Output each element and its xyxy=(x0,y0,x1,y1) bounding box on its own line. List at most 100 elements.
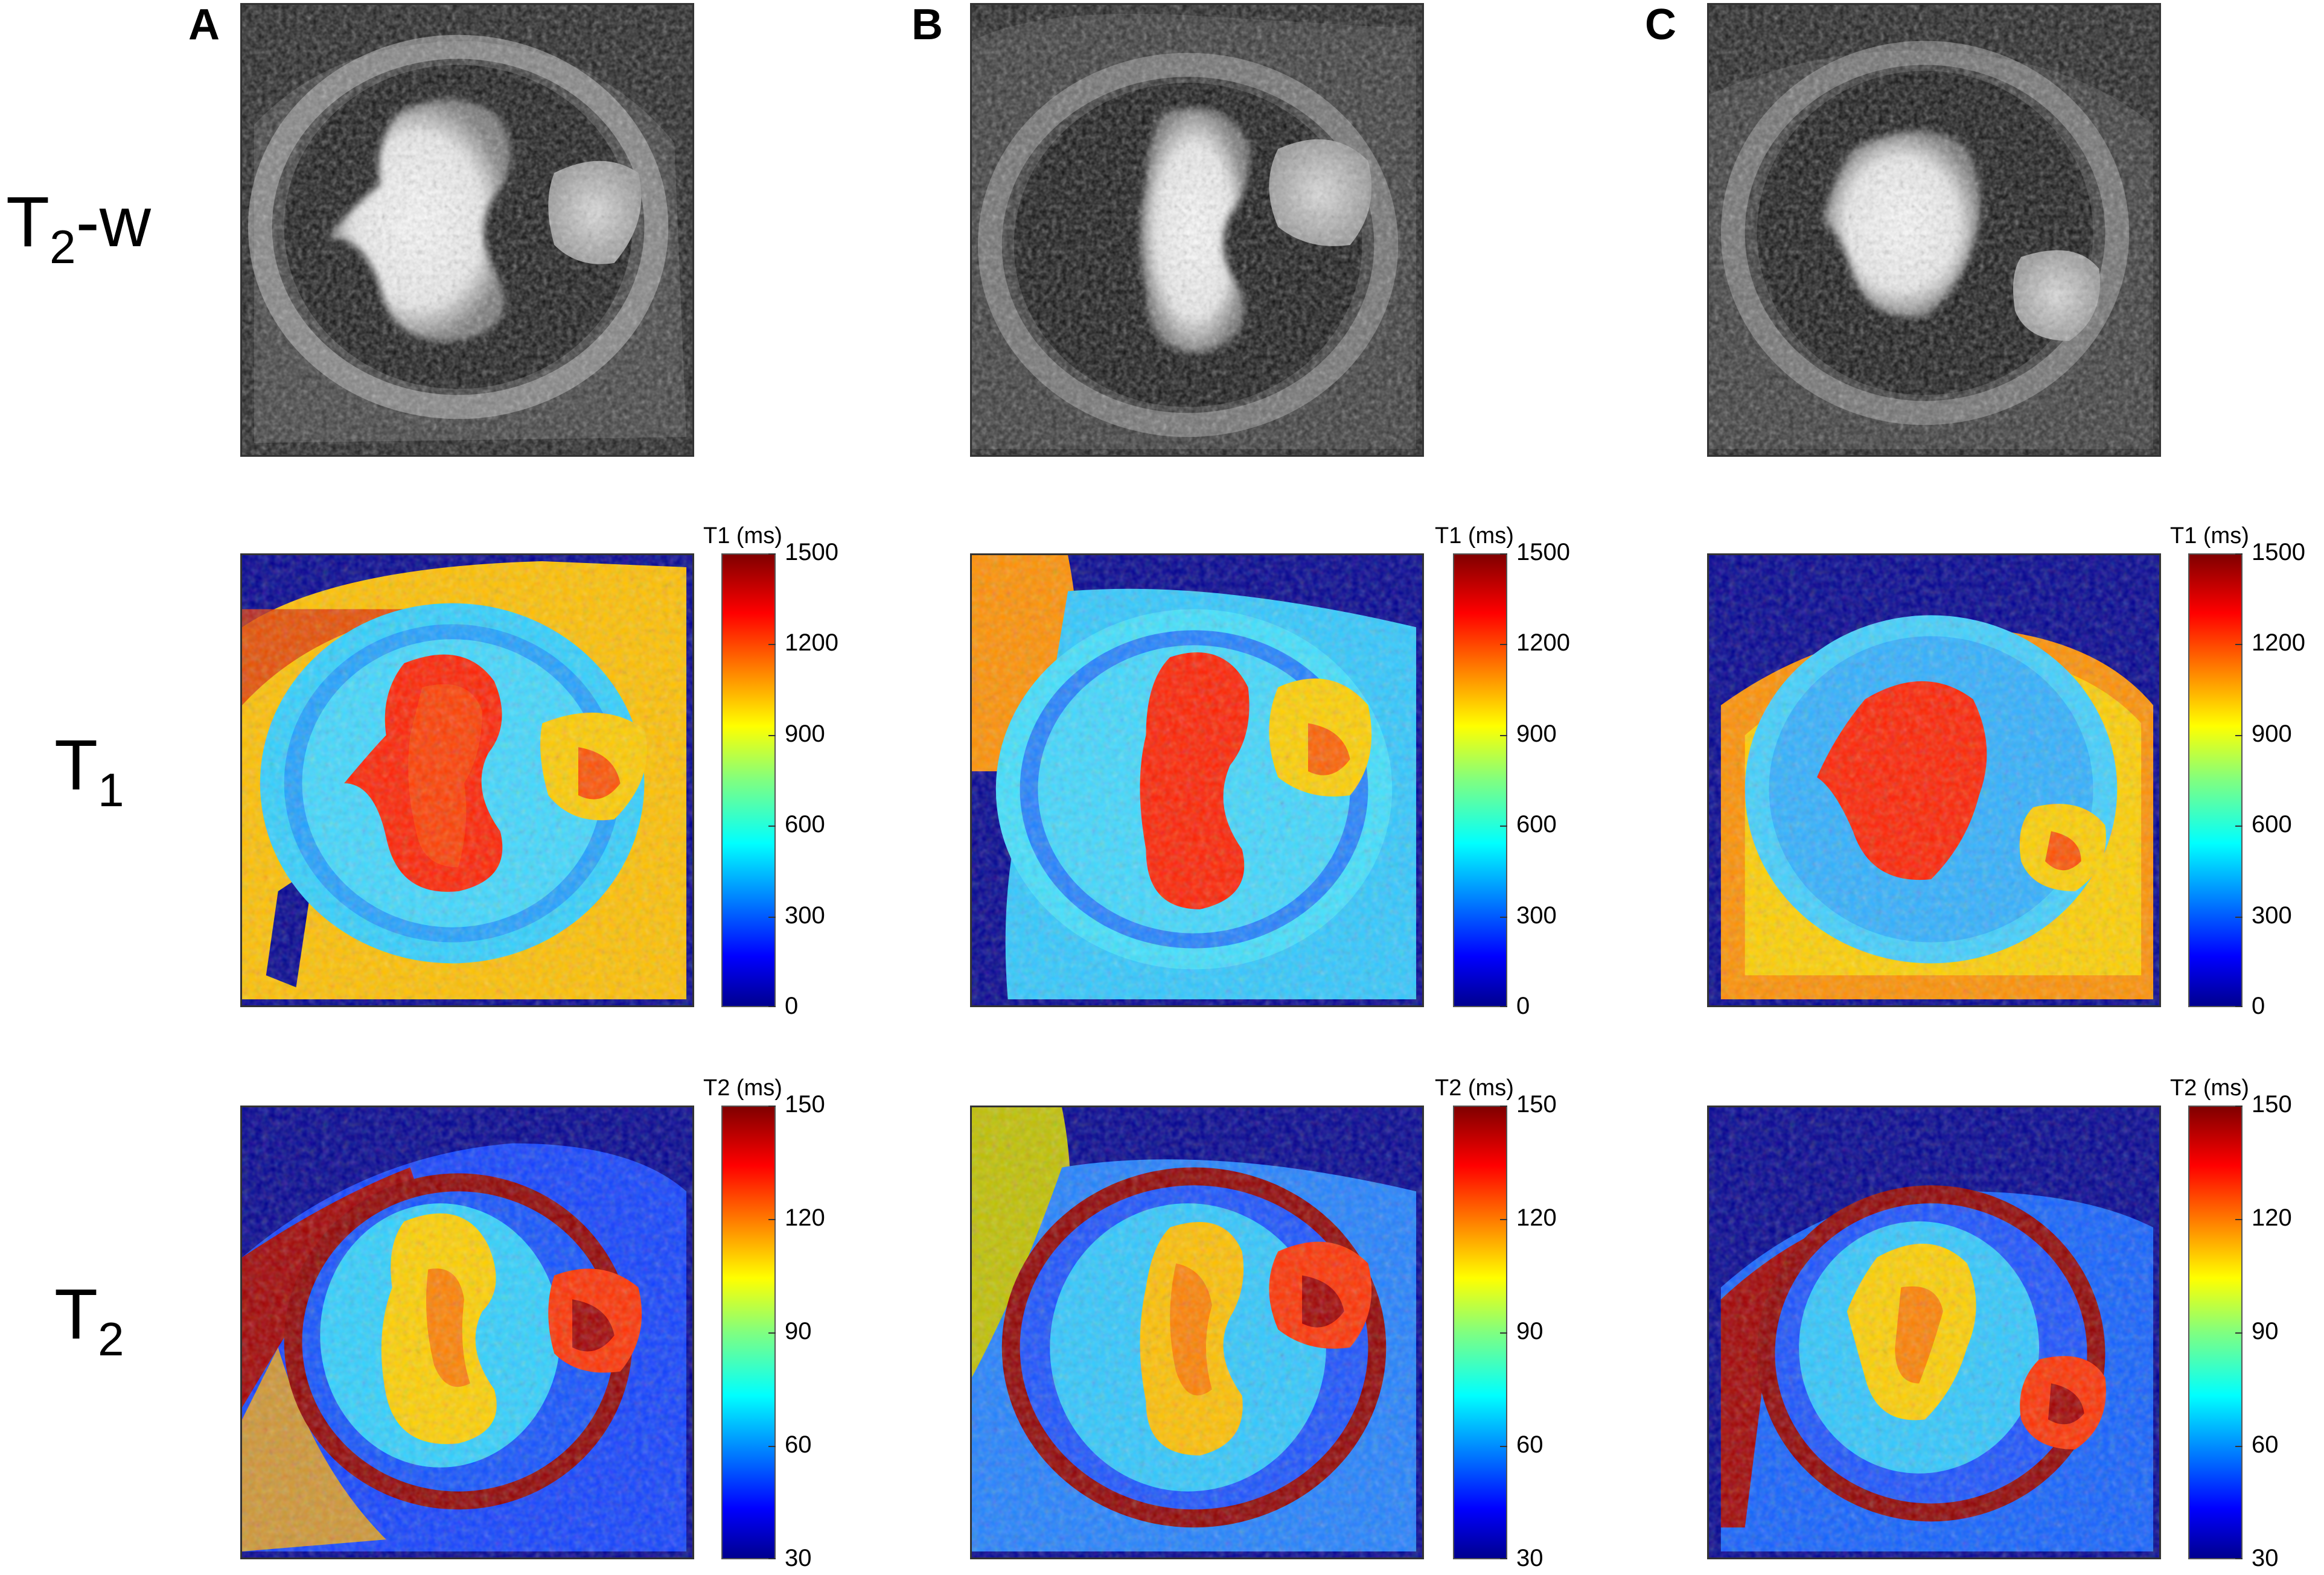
t2w-image-c-drawing xyxy=(1709,5,2159,455)
t1-colorbar-a-tick-label: 900 xyxy=(785,720,825,747)
t2-colorbar-a-title: T2 (ms) xyxy=(703,1075,782,1101)
t1-colorbar-b-tick-mark xyxy=(1500,826,1507,827)
column-label-c: C xyxy=(1645,1,1676,49)
row-label-t2-sub: 2 xyxy=(98,1312,124,1366)
t2w-image-b xyxy=(970,3,1424,457)
t1-map-a-drawing xyxy=(242,555,692,1005)
t2-colorbar-a xyxy=(721,1106,776,1559)
t2-colorbar-b-tick-mark xyxy=(1500,1446,1507,1447)
t2-colorbar-a-tick-label: 90 xyxy=(785,1318,812,1344)
t1-colorbar-b xyxy=(1453,553,1507,1007)
t2w-image-a xyxy=(240,3,694,457)
t2w-image-c xyxy=(1707,3,2161,457)
t1-colorbar-b-tick-mark xyxy=(1500,553,1507,555)
t2-colorbar-a-tick-label: 150 xyxy=(785,1091,825,1118)
t2-colorbar-b-tick-mark xyxy=(1500,1106,1507,1107)
row-label-t2-main: T xyxy=(54,1274,98,1354)
t2-colorbar-a-tick-mark xyxy=(768,1106,776,1107)
t1-colorbar-a-tick-label: 1500 xyxy=(785,539,838,565)
t2-colorbar-b-tick-mark xyxy=(1500,1219,1507,1220)
t2-colorbar-c-tick-label: 90 xyxy=(2252,1318,2279,1344)
t1-map-b-drawing xyxy=(972,555,1422,1005)
t2w-image-a-drawing xyxy=(242,5,692,455)
t1-colorbar-a-tick-label: 300 xyxy=(785,902,825,929)
t1-colorbar-c-tick-mark xyxy=(2235,1006,2243,1007)
t1-colorbar-c-tick-label: 1500 xyxy=(2252,539,2305,565)
t1-colorbar-c-tick-label: 900 xyxy=(2252,720,2292,747)
t2-colorbar-b-tick-mark xyxy=(1500,1332,1507,1334)
t2-colorbar-b-tick-mark xyxy=(1500,1558,1507,1559)
t2-colorbar-c-title: T2 (ms) xyxy=(2170,1075,2249,1101)
t2-colorbar-b-tick-label: 120 xyxy=(1516,1204,1557,1231)
t1-colorbar-c-tick-mark xyxy=(2235,553,2243,555)
t1-colorbar-b-tick-mark xyxy=(1500,644,1507,646)
t1-colorbar-a-tick-mark xyxy=(768,734,776,736)
row-label-t2w-sub: 2 xyxy=(49,220,76,273)
t1-colorbar-a-tick-mark xyxy=(768,553,776,555)
t1-colorbar-c-tick-label: 300 xyxy=(2252,902,2292,929)
row-label-t1: T1 xyxy=(54,724,124,818)
t1-colorbar-b-tick-mark xyxy=(1500,1006,1507,1007)
t2-colorbar-c-tick-label: 60 xyxy=(2252,1431,2279,1458)
row-label-t2w-suffix: -w xyxy=(75,182,151,262)
t2-colorbar-c-tick-label: 150 xyxy=(2252,1091,2292,1118)
t1-colorbar-b-tick-label: 1500 xyxy=(1516,539,1570,565)
t2-colorbar-c-tick-mark xyxy=(2235,1558,2243,1559)
column-label-b: B xyxy=(911,1,943,49)
t1-map-a xyxy=(240,553,694,1007)
t1-colorbar-b-tick-label: 300 xyxy=(1516,902,1557,929)
t2-map-a xyxy=(240,1106,694,1559)
t1-colorbar-a-title: T1 (ms) xyxy=(703,523,782,549)
t2-colorbar-a-tick-mark xyxy=(768,1219,776,1220)
t2-colorbar-c xyxy=(2188,1106,2243,1559)
t1-map-c xyxy=(1707,553,2161,1007)
t2-map-b-drawing xyxy=(972,1107,1422,1558)
t2-map-c-drawing xyxy=(1709,1107,2159,1558)
t1-colorbar-c-tick-mark xyxy=(2235,644,2243,646)
t2-colorbar-a-tick-mark xyxy=(768,1558,776,1559)
t2-colorbar-b-tick-label: 90 xyxy=(1516,1318,1543,1344)
t1-colorbar-a-tick-label: 600 xyxy=(785,811,825,838)
t1-colorbar-b-tick-mark xyxy=(1500,734,1507,736)
row-label-t2w-main: T xyxy=(6,182,50,262)
t2-colorbar-c-tick-mark xyxy=(2235,1332,2243,1334)
t1-colorbar-c-tick-mark xyxy=(2235,826,2243,827)
t2-colorbar-b-tick-label: 30 xyxy=(1516,1545,1543,1571)
t1-colorbar-a-tick-mark xyxy=(768,644,776,646)
t1-colorbar-b-title: T1 (ms) xyxy=(1435,523,1514,549)
t2-colorbar-a-tick-label: 120 xyxy=(785,1204,825,1231)
t2-colorbar-c-tick-label: 120 xyxy=(2252,1204,2292,1231)
t2-map-c xyxy=(1707,1106,2161,1559)
t1-colorbar-c-title: T1 (ms) xyxy=(2170,523,2249,549)
row-label-t1-sub: 1 xyxy=(98,763,124,816)
t2-colorbar-c-tick-label: 30 xyxy=(2252,1545,2279,1571)
t1-colorbar-a-tick-mark xyxy=(768,826,776,827)
t2-colorbar-c-tick-mark xyxy=(2235,1106,2243,1107)
t1-map-c-drawing xyxy=(1709,555,2159,1005)
t1-colorbar-a-tick-mark xyxy=(768,1006,776,1007)
t1-colorbar-a-tick-label: 1200 xyxy=(785,629,838,657)
column-label-a: A xyxy=(188,1,220,49)
t2-colorbar-c-tick-mark xyxy=(2235,1219,2243,1220)
t1-colorbar-c-tick-label: 0 xyxy=(2252,993,2265,1019)
t1-colorbar-c-tick-mark xyxy=(2235,916,2243,918)
t1-colorbar-c-tick-label: 1200 xyxy=(2252,629,2305,657)
t1-colorbar-a-tick-label: 0 xyxy=(785,993,799,1019)
t1-colorbar-c-tick-mark xyxy=(2235,734,2243,736)
t1-colorbar-a-tick-mark xyxy=(768,916,776,918)
row-label-t2w: T2-w xyxy=(6,181,151,275)
t2-colorbar-a-tick-label: 30 xyxy=(785,1545,812,1571)
t2-map-a-drawing xyxy=(242,1107,692,1558)
t2-colorbar-a-tick-mark xyxy=(768,1446,776,1447)
t1-colorbar-b-tick-label: 0 xyxy=(1516,993,1530,1019)
t1-colorbar-c xyxy=(2188,553,2243,1007)
t1-colorbar-b-tick-mark xyxy=(1500,916,1507,918)
t1-colorbar-b-tick-label: 900 xyxy=(1516,720,1557,747)
t2-colorbar-a-tick-mark xyxy=(768,1332,776,1334)
t2w-image-b-drawing xyxy=(972,5,1422,455)
t2-colorbar-a-tick-label: 60 xyxy=(785,1431,812,1458)
t1-colorbar-b-tick-label: 1200 xyxy=(1516,629,1570,657)
row-label-t1-main: T xyxy=(54,725,98,805)
t2-colorbar-b-title: T2 (ms) xyxy=(1435,1075,1514,1101)
row-label-t2: T2 xyxy=(54,1273,124,1367)
